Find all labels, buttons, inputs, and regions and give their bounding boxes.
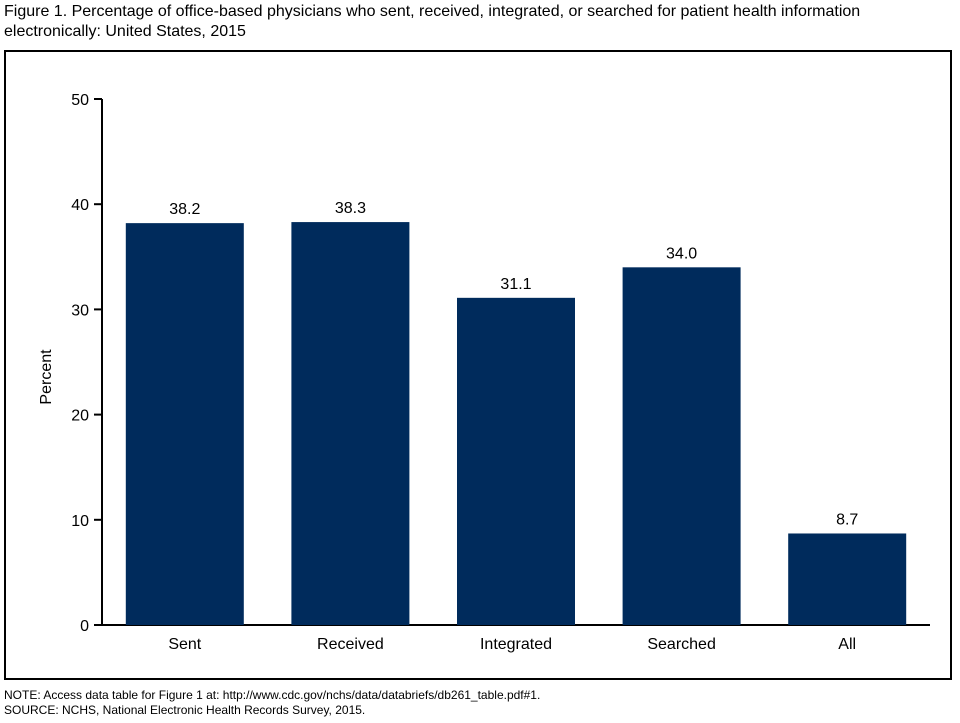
value-label-searched: 34.0 [666, 245, 697, 262]
bar-searched [622, 267, 741, 625]
x-category-label-integrated: Integrated [480, 636, 552, 653]
source-text: SOURCE: NCHS, National Electronic Health… [4, 703, 366, 717]
value-label-sent: 38.2 [169, 201, 200, 218]
value-label-received: 38.3 [335, 200, 366, 217]
figure-title: Figure 1. Percentage of office-based phy… [4, 3, 861, 40]
bar-sent [125, 223, 244, 626]
bars [125, 222, 907, 626]
y-tick-label: 0 [80, 618, 89, 635]
y-axis: 0 10 20 30 40 50 [71, 92, 103, 635]
x-category-label-searched: Searched [647, 636, 716, 653]
y-tick-label: 30 [71, 302, 89, 319]
y-tick-label: 10 [71, 513, 89, 530]
y-tick-label: 20 [71, 408, 89, 425]
x-category-label-all: All [838, 636, 856, 653]
bar-received [291, 222, 410, 626]
figure-notes: NOTE: Access data table for Figure 1 at:… [4, 688, 540, 718]
y-tick-label: 50 [71, 92, 89, 109]
bar-integrated [457, 297, 575, 625]
x-axis: Sent Received Integrated Searched All [101, 624, 930, 653]
x-category-label-received: Received [317, 636, 384, 653]
note-text: NOTE: Access data table for Figure 1 at:… [4, 688, 541, 702]
bar-chart: 0 10 20 30 40 50 Sent Received Integrated Search… [38, 92, 930, 653]
y-axis-title: Percent [38, 349, 55, 405]
value-labels: 38.2 38.3 31.1 34.0 8.7 [169, 200, 858, 528]
value-label-integrated: 31.1 [500, 276, 531, 293]
chart-frame: 0 10 20 30 40 50 Sent Received Integrated Search… [4, 50, 952, 680]
x-category-label-sent: Sent [168, 636, 201, 653]
value-label-all: 8.7 [836, 511, 858, 528]
y-tick-label: 40 [71, 197, 89, 214]
bar-all [788, 533, 907, 625]
